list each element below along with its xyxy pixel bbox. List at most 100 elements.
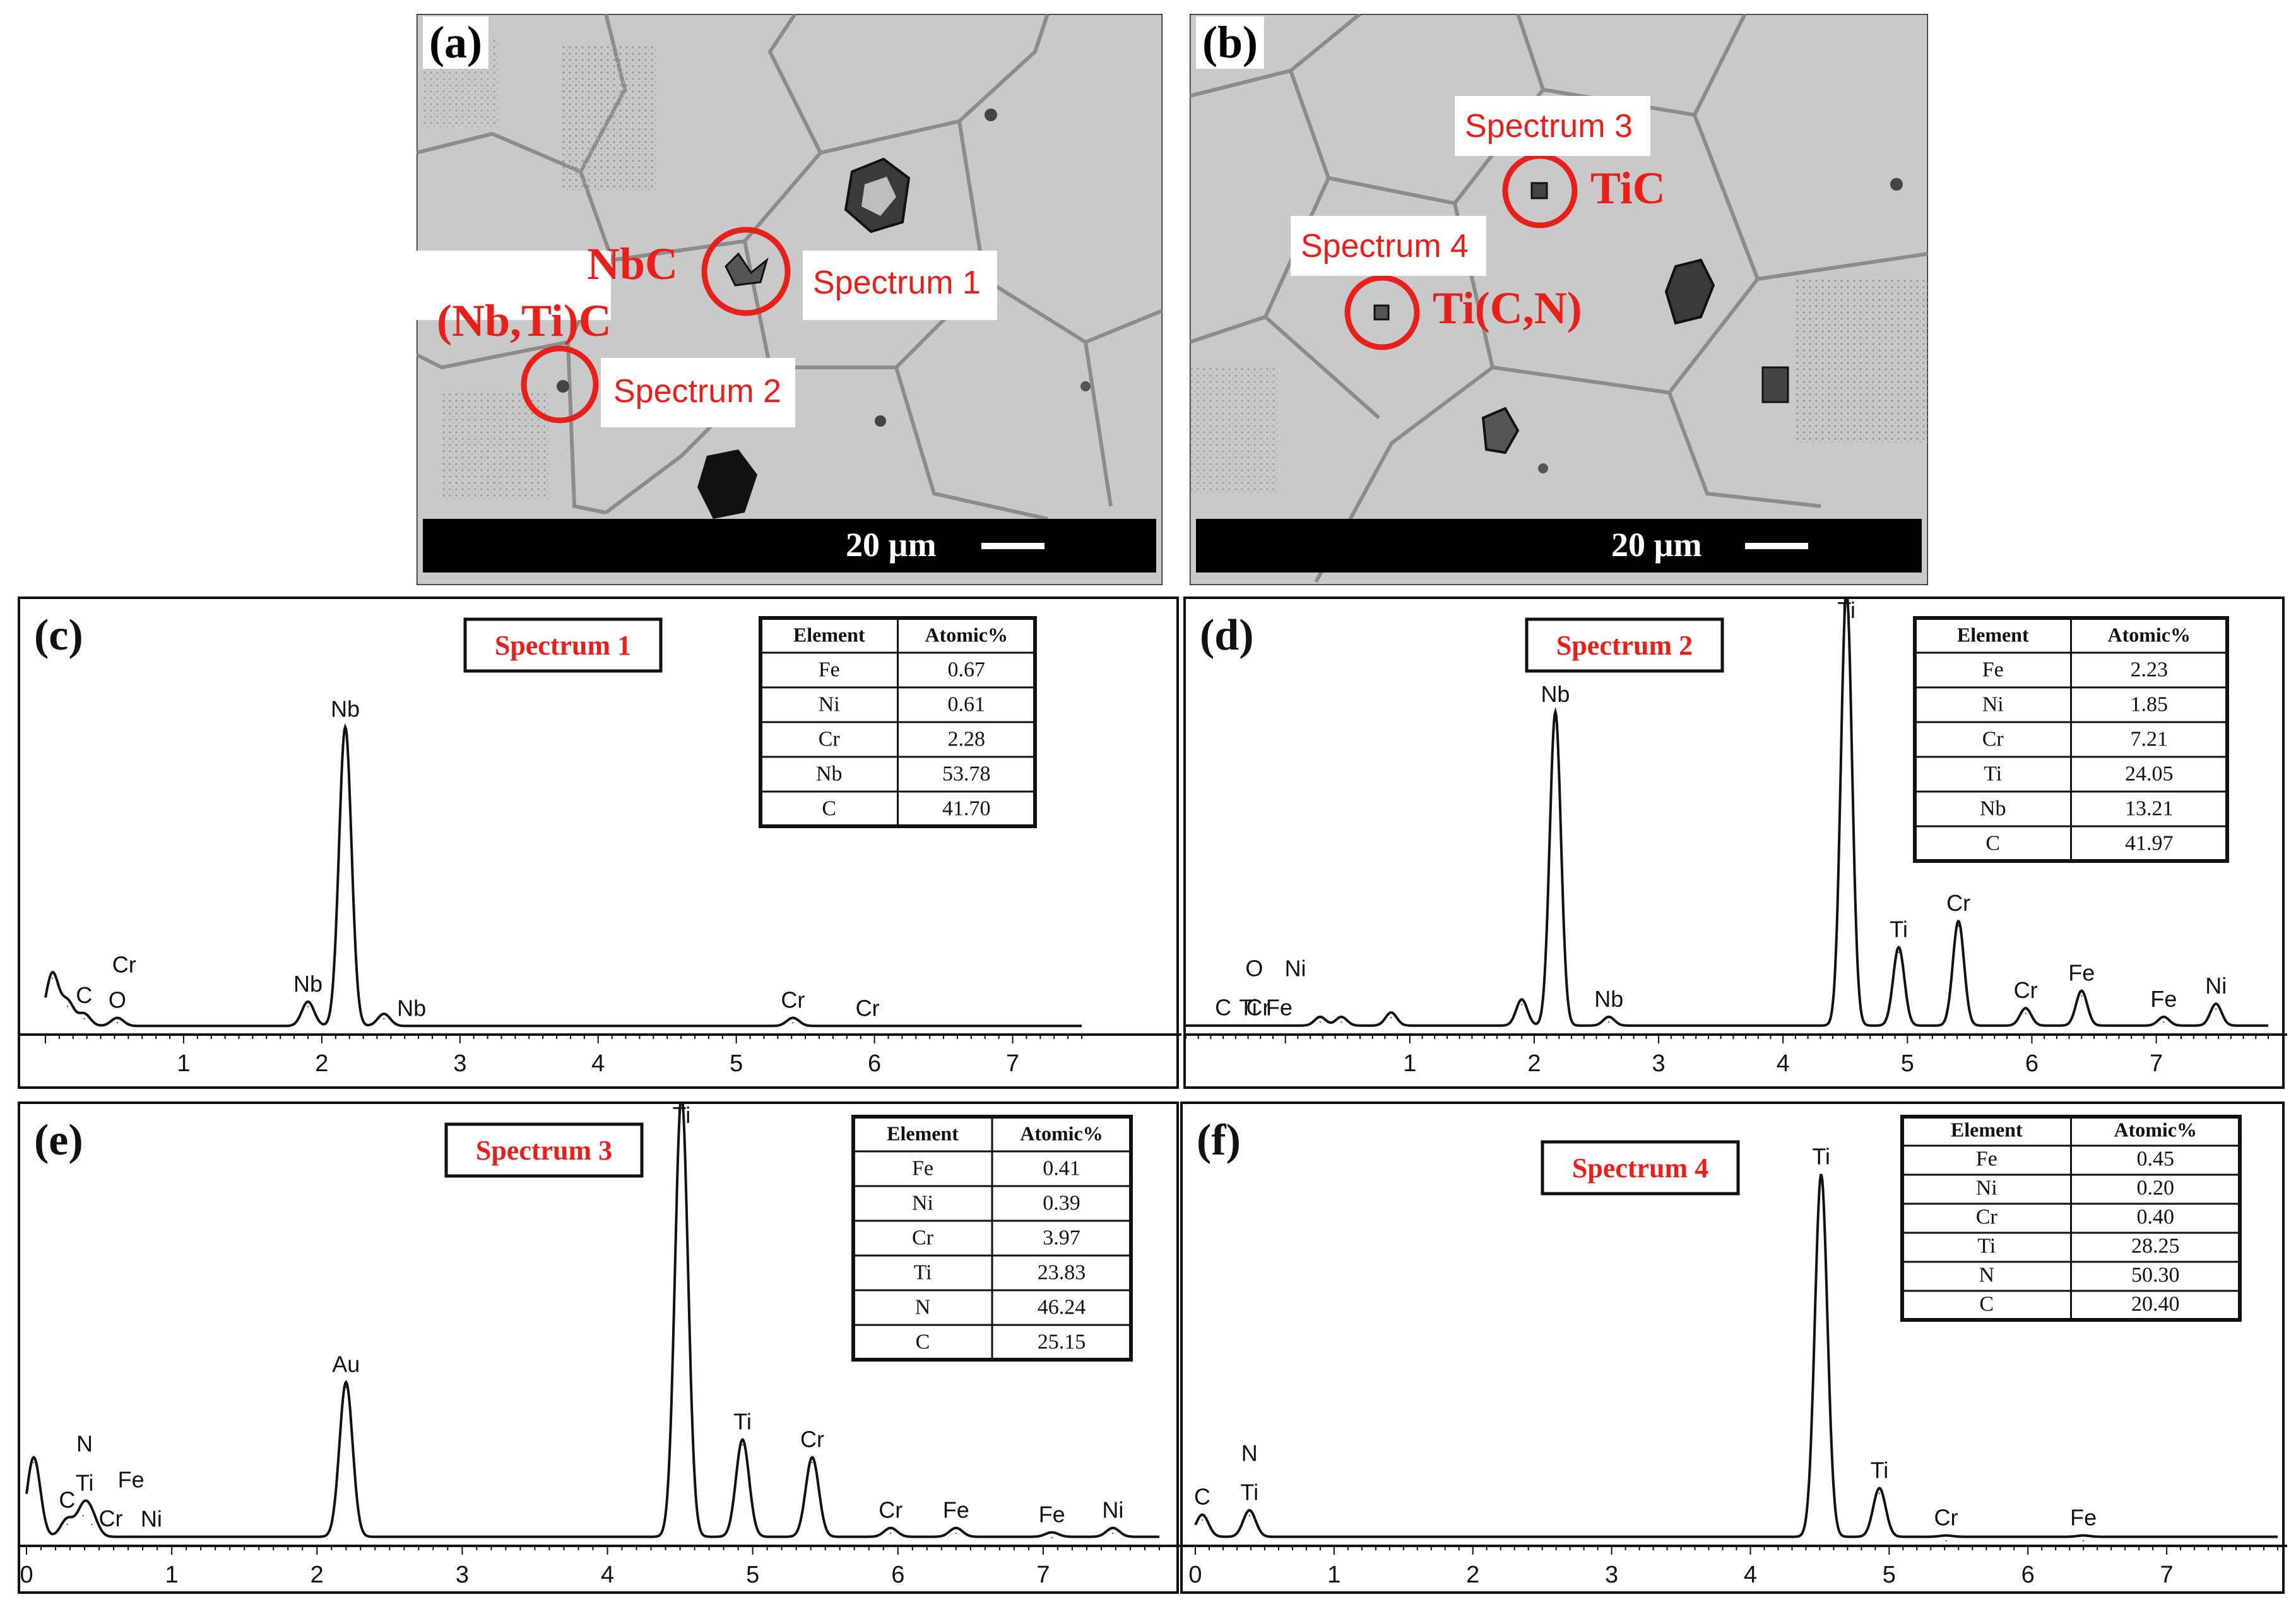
x-tick-label: 2 xyxy=(1527,1050,1541,1077)
table-cell-atomic: 2.23 xyxy=(2131,658,2169,681)
table-cell-element: Ti xyxy=(1977,1234,1996,1257)
table-cell-atomic: 0.39 xyxy=(1043,1191,1080,1214)
table-cell-element: Nb xyxy=(1980,797,2006,820)
table-cell-element: N xyxy=(915,1295,931,1319)
peak-point xyxy=(82,1515,84,1516)
table-cell-atomic: 0.45 xyxy=(2137,1147,2175,1170)
table-cell-element: Cr xyxy=(819,727,841,751)
peak-point xyxy=(2215,1008,2217,1010)
x-tick-label: 7 xyxy=(1006,1050,1019,1077)
table-cell-element: Fe xyxy=(1976,1147,1997,1170)
spectrum-title-box xyxy=(463,617,663,673)
sem-panel-a: (a) NbC (Nb,Ti)C Spectrum 1 Spectrum 2 2… xyxy=(417,14,1163,585)
panel-label-b: (b) xyxy=(1196,16,1264,69)
x-tick-label: 7 xyxy=(2160,1562,2174,1588)
peak-label: Nb xyxy=(293,971,323,997)
peak-label: Fe xyxy=(943,1497,969,1523)
peak-point xyxy=(1521,1004,1523,1006)
table-header-atomic: Atomic% xyxy=(2114,1118,2197,1141)
peak-label: Cr xyxy=(800,1427,824,1452)
peak-point xyxy=(67,1006,69,1007)
x-tick-label: 4 xyxy=(1744,1562,1757,1588)
table-cell-element: Cr xyxy=(912,1226,934,1249)
peak-label: O xyxy=(109,987,126,1013)
spectrum-title-box xyxy=(1525,617,1724,673)
table-cell-atomic: 41.97 xyxy=(2125,831,2174,855)
spectrum-title: Spectrum 1 xyxy=(495,630,631,661)
spectrum-title-box xyxy=(444,1122,644,1178)
table-header-element: Element xyxy=(1957,623,2029,646)
spectrum-trace xyxy=(1194,1173,2278,1538)
peak-point xyxy=(2083,1540,2085,1541)
peak-label: Nb xyxy=(1541,681,1570,707)
sem-image-a xyxy=(417,14,1163,585)
panel-label: (d) xyxy=(1200,611,1254,660)
peak-label: Cr xyxy=(1946,890,1970,916)
table-header-element: Element xyxy=(1951,1118,2023,1141)
x-tick-label: 0 xyxy=(1188,1562,1202,1588)
peak-label: Ni xyxy=(1284,956,1306,982)
eds-panel-c: 1 2 3 4 5 6 7 Nb C O Cr Nb Nb Cr Cr (c) Spectrum 1 Elemen… xyxy=(18,597,1181,1089)
peak-label: N xyxy=(76,1431,93,1457)
peak-label: C xyxy=(59,1487,75,1512)
table-cell-element: Ti xyxy=(1984,762,2002,785)
spectrum-1-tag: Spectrum 1 xyxy=(813,264,981,301)
peak-point xyxy=(1878,1493,1880,1494)
x-tick-label: 1 xyxy=(1403,1050,1416,1077)
sem-panel-b: (b) TiC Ti(C,N) Spectrum 3 Spectrum 4 20… xyxy=(1190,14,1928,585)
x-tick-label: 6 xyxy=(891,1562,904,1588)
x-tick-label: 6 xyxy=(868,1050,881,1077)
table-cell-atomic: 0.20 xyxy=(2137,1176,2175,1199)
table-cell-atomic: 7.21 xyxy=(2131,727,2169,751)
peak-label: Ni xyxy=(141,1506,162,1532)
peak-label: Cr xyxy=(879,1497,902,1523)
table-cell-element: Ni xyxy=(819,692,840,716)
peak-label: N xyxy=(1241,1440,1258,1466)
marker-spectrum-1 xyxy=(701,227,791,316)
peak-point xyxy=(116,1022,118,1024)
peak-point xyxy=(1608,1021,1610,1023)
sem-image-b xyxy=(1190,14,1928,585)
peak-label: Fe xyxy=(1039,1502,1065,1528)
peak-label: Fe xyxy=(1266,995,1293,1021)
table-header-atomic: Atomic% xyxy=(925,623,1008,646)
phase-label-ticn: Ti(C,N) xyxy=(1433,283,1582,333)
table-cell-element: Fe xyxy=(819,658,840,681)
peak-label: Ti xyxy=(733,1409,752,1435)
table-cell-atomic: 53.78 xyxy=(942,762,991,785)
panel-label: (f) xyxy=(1197,1116,1241,1165)
x-tick-label: 7 xyxy=(2150,1050,2163,1077)
spectrum-trace xyxy=(1186,599,2268,1027)
table-header-atomic: Atomic% xyxy=(1020,1122,1103,1144)
x-tick-label: 5 xyxy=(746,1562,759,1588)
peak-point xyxy=(345,731,346,733)
peak-label: Nb xyxy=(397,995,426,1021)
eds-panel-d: 1 2 3 4 5 6 7 Ti Nb C Fe Cr O Ti Ni Nb Ti Cr Cr Fe Fe Ni (d) Sp… xyxy=(1183,597,2287,1089)
peak-point xyxy=(383,1018,385,1019)
table-cell-atomic: 25.15 xyxy=(1038,1330,1086,1353)
spectrum-title-box xyxy=(1541,1140,1740,1196)
peak-point xyxy=(1898,951,1900,953)
x-tick-label: 4 xyxy=(1777,1050,1790,1077)
peak-point xyxy=(2081,995,2083,997)
peak-point xyxy=(2163,1021,2165,1023)
peak-label: Cr xyxy=(856,995,880,1021)
x-tick-label: 1 xyxy=(1327,1562,1340,1588)
peak-label: Fe xyxy=(118,1467,145,1493)
peak-label: Ti xyxy=(1890,917,1908,942)
table-header-element: Element xyxy=(887,1122,959,1144)
peak-point xyxy=(1201,1519,1203,1521)
peak-point xyxy=(1340,1021,1342,1023)
table-header-element: Element xyxy=(793,623,865,646)
table-cell-atomic: 3.97 xyxy=(1043,1226,1080,1249)
peak-label: Fe xyxy=(2070,1505,2097,1531)
table-cell-atomic: 0.41 xyxy=(1043,1156,1080,1180)
peak-point xyxy=(1319,1021,1321,1023)
table-cell-atomic: 23.83 xyxy=(1038,1261,1086,1284)
peak-point xyxy=(1051,1537,1053,1538)
table-cell-element: C xyxy=(822,797,836,820)
peak-label: O xyxy=(1245,956,1263,982)
peak-label: C xyxy=(76,982,92,1008)
x-tick-label: 3 xyxy=(456,1562,469,1588)
